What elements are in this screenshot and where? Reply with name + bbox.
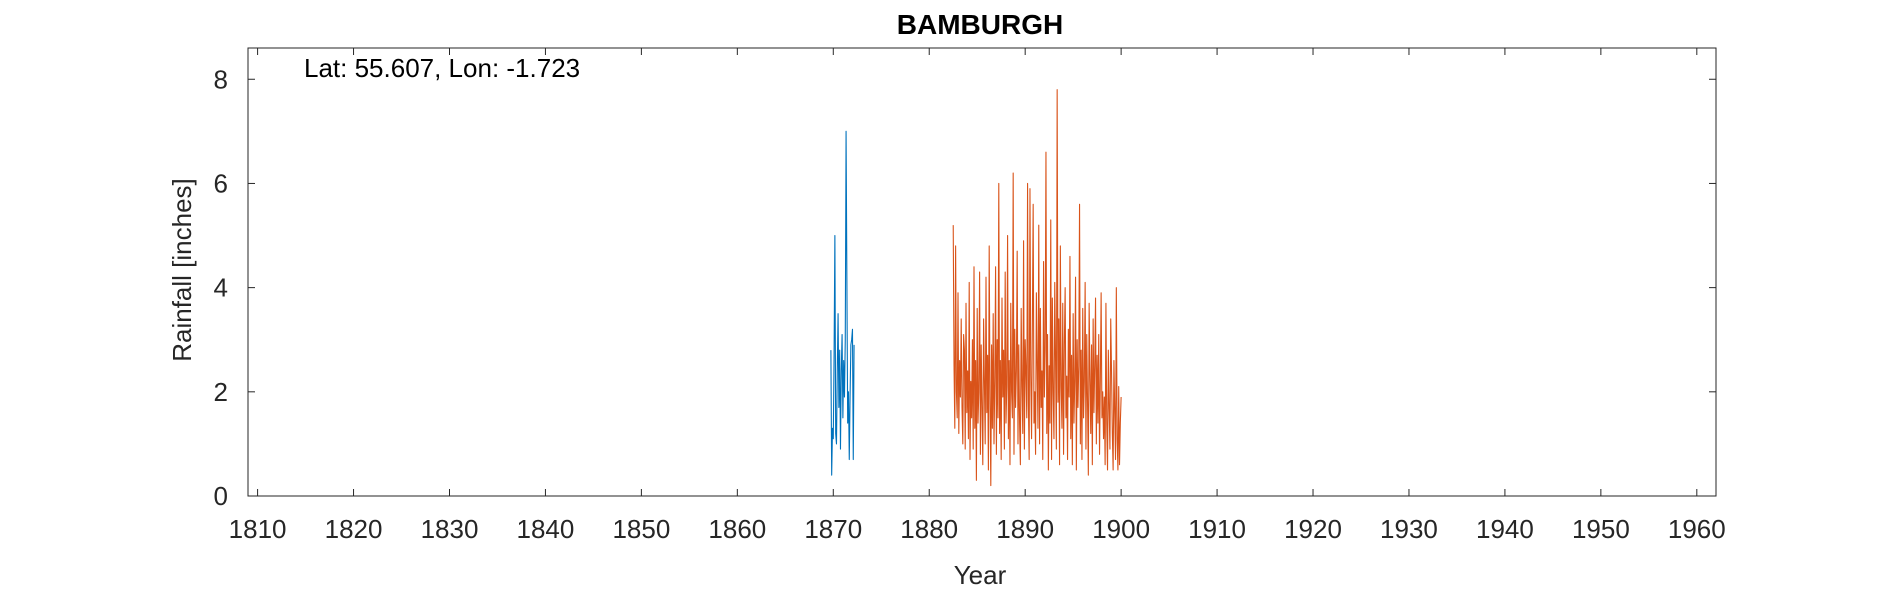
ticks-layer: 1810 1820 1830 1840 1850 1860 1870 1880 1890 1900…	[214, 48, 1726, 544]
plot-area-border	[247, 47, 1717, 497]
series-layer	[830, 89, 1122, 487]
x-tick-label: 1820	[325, 514, 383, 544]
x-tick-label: 1840	[517, 514, 575, 544]
x-tick-label: 1950	[1572, 514, 1630, 544]
x-tick-label: 1880	[900, 514, 958, 544]
x-tick-label: 1910	[1188, 514, 1246, 544]
x-tick-label: 1830	[421, 514, 479, 544]
location-annotation: Lat: 55.607, Lon: -1.723	[304, 53, 580, 83]
x-tick-label: 1920	[1284, 514, 1342, 544]
series-line-1	[830, 130, 855, 476]
x-tick-label: 1860	[708, 514, 766, 544]
x-axis-label: Year	[954, 560, 1007, 590]
y-tick-label: 8	[214, 64, 228, 94]
x-tick-label: 1850	[612, 514, 670, 544]
x-tick-label: 1890	[996, 514, 1054, 544]
y-tick-label: 4	[214, 273, 228, 303]
x-tick-label: 1930	[1380, 514, 1438, 544]
x-tick-label: 1900	[1092, 514, 1150, 544]
y-tick-label: 0	[214, 481, 228, 511]
y-tick-label: 2	[214, 377, 228, 407]
x-tick-label: 1940	[1476, 514, 1534, 544]
y-axis-label: Rainfall [inches]	[167, 178, 197, 362]
x-tick-label: 1810	[229, 514, 287, 544]
chart-title: BAMBURGH	[897, 9, 1063, 40]
x-tick-label: 1960	[1668, 514, 1726, 544]
series-line-2	[952, 89, 1122, 487]
x-tick-label: 1870	[804, 514, 862, 544]
y-tick-label: 6	[214, 168, 228, 198]
